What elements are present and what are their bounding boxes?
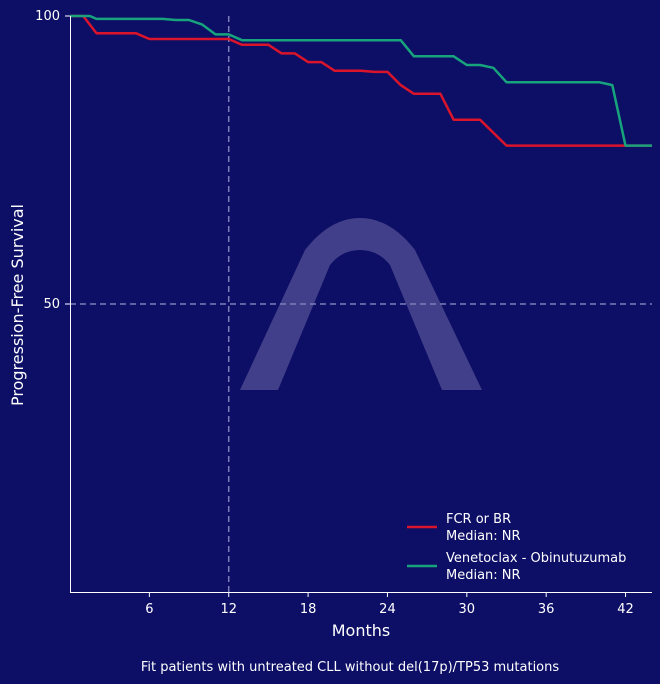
x-tick-label: 6	[145, 602, 153, 617]
legend-sublabel-2: Median: NR	[446, 568, 521, 583]
legend-sublabel-1: Median: NR	[446, 529, 521, 544]
y-axis-title: Progression-Free Survival	[8, 204, 27, 406]
watermark-logo	[240, 218, 482, 390]
x-ticks: 6 12 18 24 30 36 42	[145, 592, 634, 617]
series-layer	[70, 14, 652, 147]
x-tick-label: 12	[220, 602, 237, 617]
legend: FCR or BR Median: NR Venetoclax - Obinutuz…	[407, 512, 626, 583]
series-line-2	[70, 14, 652, 147]
y-ticks: 50 100	[35, 9, 70, 312]
y-tick-label: 50	[43, 297, 60, 312]
x-tick-label: 30	[459, 602, 476, 617]
x-tick-label: 18	[300, 602, 317, 617]
reference-lines	[70, 16, 652, 592]
x-tick-label: 24	[379, 602, 396, 617]
x-axis-title: Months	[332, 621, 390, 640]
legend-label-1: FCR or BR	[446, 512, 511, 527]
legend-label-2: Venetoclax - Obinutuzumab	[446, 551, 626, 566]
y-tick-label: 100	[35, 9, 60, 24]
series-line-1	[70, 14, 652, 147]
x-tick-label: 42	[617, 602, 634, 617]
x-tick-label: 36	[538, 602, 555, 617]
chart-caption: Fit patients with untreated CLL without …	[141, 660, 560, 675]
